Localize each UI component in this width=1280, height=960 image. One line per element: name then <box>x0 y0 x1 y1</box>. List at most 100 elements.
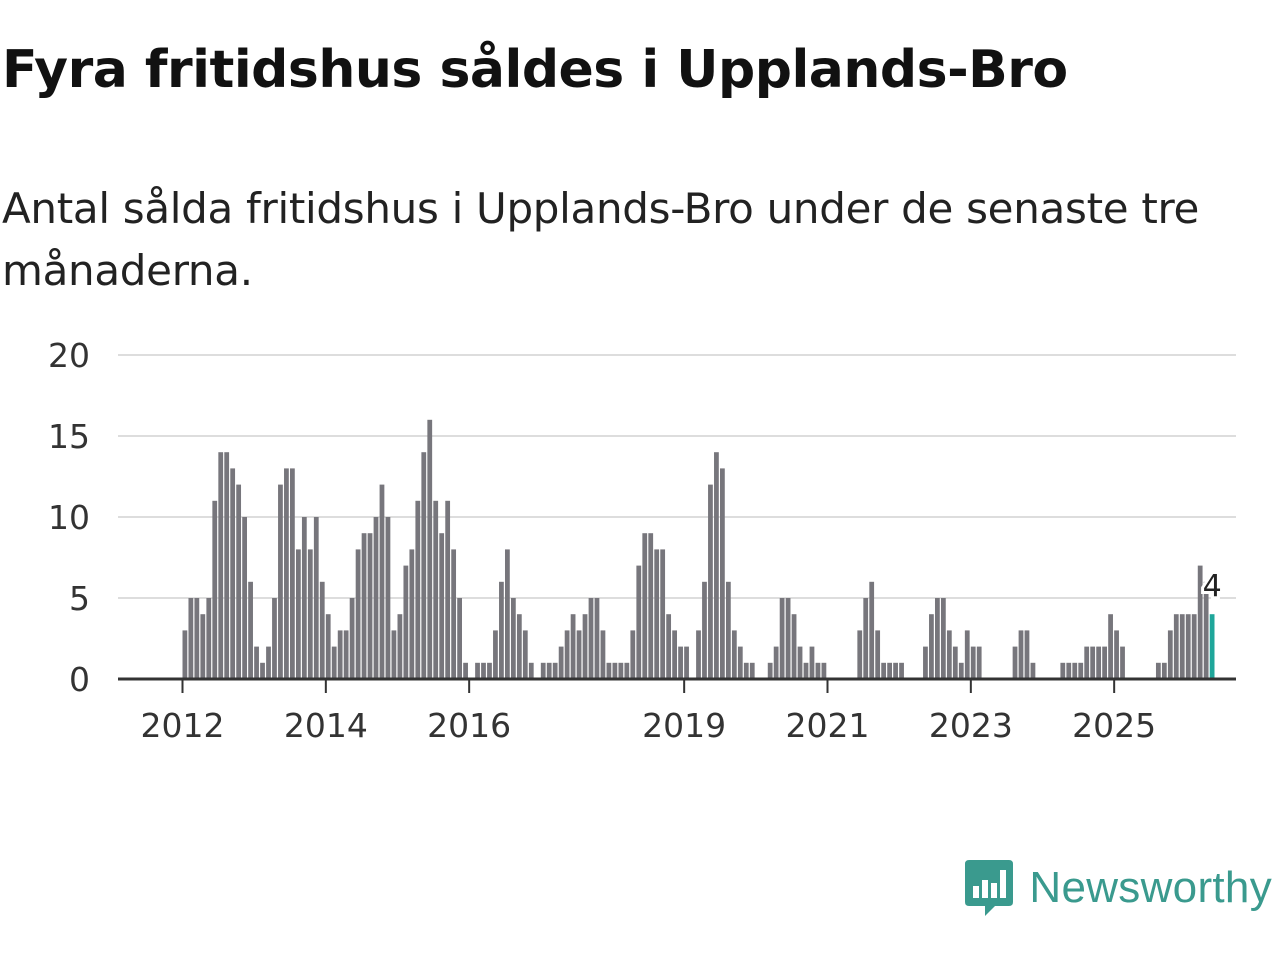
bar-highlight <box>1209 614 1215 679</box>
bar <box>505 549 510 679</box>
bar <box>564 630 570 679</box>
bar <box>457 598 462 679</box>
bar <box>935 598 940 679</box>
bar <box>779 598 785 679</box>
bar <box>230 468 236 679</box>
bar <box>510 598 516 679</box>
bar <box>200 614 206 679</box>
bar <box>373 517 379 679</box>
bar <box>540 662 546 679</box>
bar <box>1066 662 1072 679</box>
y-tick-label: 20 <box>48 336 90 375</box>
bar <box>958 662 964 679</box>
bar <box>1024 630 1030 679</box>
bar <box>409 549 415 679</box>
bar <box>785 598 791 679</box>
bar <box>964 630 970 679</box>
x-tick-label: 2019 <box>642 706 726 745</box>
bar <box>923 646 928 679</box>
bar <box>278 484 283 679</box>
bar <box>487 662 492 679</box>
bar <box>1191 614 1197 679</box>
bar <box>212 500 218 679</box>
newsworthy-logo-icon <box>965 860 1014 916</box>
bar <box>594 598 600 679</box>
bar <box>194 598 200 679</box>
bar <box>1167 630 1173 679</box>
bar <box>642 533 648 679</box>
bar <box>1072 662 1078 679</box>
bar <box>803 662 809 679</box>
bar <box>481 662 486 679</box>
bar <box>606 662 612 679</box>
x-tick-label: 2014 <box>284 706 368 745</box>
bar <box>415 500 421 679</box>
chart-title: Fyra fritidshus såldes i Upplands-Bro <box>2 40 1068 100</box>
bar <box>367 533 373 679</box>
chart-subtitle: Antal sålda fritidshus i Upplands-Bro un… <box>2 184 1200 295</box>
bar <box>940 598 946 679</box>
bar <box>325 614 331 679</box>
bar <box>857 630 863 679</box>
bar <box>630 630 636 679</box>
bar <box>343 630 349 679</box>
bar <box>976 646 982 679</box>
bar <box>1179 614 1185 679</box>
bar <box>313 517 319 679</box>
bar-chart: 0 5 10 15 20 2012 2014 2016 2019 2021 2023 2025 4 <box>48 336 1236 745</box>
bar <box>1185 614 1191 679</box>
bar <box>893 662 898 679</box>
bar <box>463 662 468 679</box>
bar <box>952 646 958 679</box>
bar <box>648 533 654 679</box>
bar <box>725 581 731 679</box>
bar <box>899 662 904 679</box>
bar <box>1078 662 1084 679</box>
bar <box>815 662 821 679</box>
bar <box>1030 662 1036 679</box>
bar <box>337 630 343 679</box>
bar <box>558 646 564 679</box>
bar <box>331 646 337 679</box>
bar <box>379 484 385 679</box>
bar <box>445 500 451 679</box>
bar <box>1108 614 1113 679</box>
bar <box>421 452 427 679</box>
bar <box>218 452 224 679</box>
bar <box>708 484 713 679</box>
bar <box>767 662 773 679</box>
bar <box>791 614 797 679</box>
bar <box>576 630 582 679</box>
y-tick-label: 10 <box>48 498 90 537</box>
bar <box>1090 646 1096 679</box>
bar <box>361 533 367 679</box>
bar <box>881 662 887 679</box>
bar <box>666 614 672 679</box>
bar <box>266 646 271 679</box>
bar <box>516 614 522 679</box>
bar <box>236 484 242 679</box>
bar <box>624 662 630 679</box>
bar <box>696 630 701 679</box>
newsworthy-logo-text: Newsworthy <box>1029 863 1272 912</box>
bar <box>773 646 779 679</box>
bar <box>433 500 439 679</box>
bar <box>720 468 725 679</box>
bar <box>684 646 689 679</box>
bar <box>1173 614 1179 679</box>
bar <box>349 598 355 679</box>
bar <box>1114 630 1119 679</box>
y-tick-label: 0 <box>69 660 90 699</box>
bar <box>295 549 301 679</box>
bar <box>1018 630 1024 679</box>
bar <box>1161 662 1167 679</box>
bar <box>397 614 403 679</box>
bar <box>1060 662 1066 679</box>
bar <box>660 549 666 679</box>
x-tick-label: 2025 <box>1072 706 1156 745</box>
bar <box>743 662 749 679</box>
newsworthy-logo: Newsworthy <box>963 858 1272 918</box>
bar <box>678 646 683 679</box>
x-tick-label: 2012 <box>141 706 225 745</box>
bar <box>600 630 606 679</box>
